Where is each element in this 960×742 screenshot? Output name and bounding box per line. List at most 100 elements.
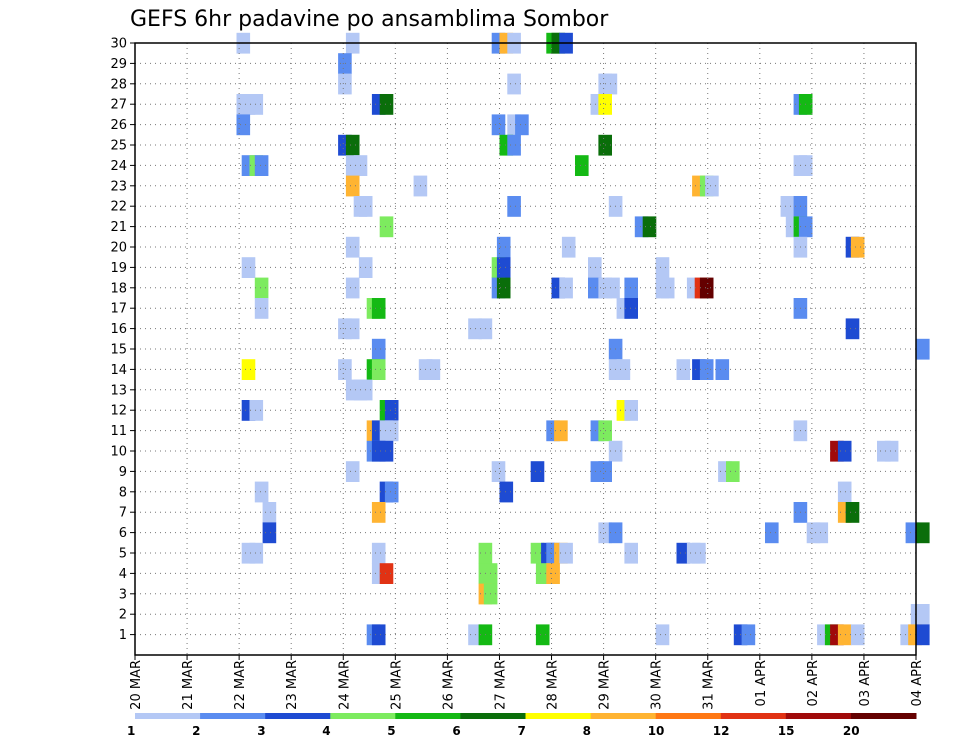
heatmap-cell (496, 236, 511, 258)
heatmap-cell (699, 277, 714, 299)
heatmap-cell (850, 624, 865, 646)
x-tick-label: 29 MAR (598, 660, 613, 710)
heatmap-cell (371, 338, 386, 360)
heatmap-cell (249, 94, 264, 115)
y-axis: 1234567891011121314151617181920212223242… (110, 37, 135, 643)
legend-swatch (655, 713, 722, 719)
heatmap-cell (850, 236, 865, 258)
legend-label: 15 (778, 724, 795, 738)
y-tick-label: 16 (110, 322, 127, 337)
x-tick-label: 02 APR (806, 660, 821, 706)
heatmap-cell (371, 542, 386, 564)
heatmap-cell (814, 522, 829, 544)
heatmap-cell (726, 461, 740, 482)
legend-label: 12 (713, 724, 730, 738)
y-tick-label: 3 (119, 587, 127, 602)
x-tick-label: 30 MAR (650, 660, 665, 710)
heatmap-cell (660, 277, 675, 299)
y-tick-label: 30 (110, 37, 127, 52)
y-tick-label: 24 (110, 159, 127, 174)
heatmap-cell (606, 277, 620, 299)
y-tick-label: 15 (110, 343, 127, 358)
heatmap-cell (642, 216, 657, 238)
heatmap-cell (254, 481, 269, 503)
heatmap-cell (676, 359, 691, 380)
y-tick-label: 9 (119, 465, 127, 480)
chart-title: GEFS 6hr padavine po ansamblima Sombor (130, 7, 609, 32)
heatmap-cell (254, 277, 269, 299)
y-tick-label: 23 (110, 179, 127, 194)
heatmap-cell (655, 624, 670, 646)
legend-swatch (135, 713, 201, 719)
grid-lines (135, 43, 916, 655)
heatmap-cell (338, 53, 352, 74)
x-tick-label: 23 MAR (285, 660, 300, 710)
heatmap-cell (345, 277, 360, 299)
heatmap-cell (345, 134, 360, 156)
heatmap-cell (546, 563, 560, 584)
legend-label: 10 (648, 724, 665, 738)
heatmap-cell (496, 257, 511, 278)
y-tick-label: 27 (110, 98, 127, 113)
y-tick-label: 22 (110, 200, 127, 215)
heatmap-cell (655, 257, 670, 278)
x-tick-label: 22 MAR (233, 660, 248, 710)
x-tick-label: 31 MAR (702, 660, 717, 710)
legend-label: 1 (127, 724, 135, 738)
heatmap-cell (345, 461, 360, 482)
heatmap-cell (345, 318, 360, 340)
legend-swatch (265, 713, 331, 719)
heatmap-cell (916, 624, 930, 646)
y-tick-label: 25 (110, 139, 127, 154)
y-tick-label: 5 (119, 547, 127, 562)
heatmap-cell (588, 257, 602, 278)
legend-label: 2 (192, 724, 200, 738)
legend-swatch (395, 713, 461, 719)
heatmap-cell (837, 440, 852, 462)
heatmap-cell (535, 563, 550, 584)
heatmap-cell (507, 134, 521, 156)
legend-swatch (200, 713, 266, 719)
y-tick-label: 10 (110, 445, 127, 460)
heatmap-cell (379, 94, 394, 115)
heatmap-cell (916, 338, 930, 360)
heatmap-cell (241, 257, 256, 278)
heatmap-cell (624, 400, 638, 421)
heatmap-cell (338, 73, 352, 95)
heatmap-cell (699, 359, 714, 380)
heatmap-cell (371, 502, 386, 523)
heatmap-cell (507, 73, 521, 95)
heatmap-cell (837, 481, 852, 503)
x-tick-label: 25 MAR (389, 660, 404, 710)
heatmap-cell (916, 604, 930, 625)
x-tick-label: 21 MAR (181, 660, 196, 710)
heatmap-cell (379, 216, 394, 238)
x-axis: 20 MAR 21 MAR 22 MAR 23 MAR 24 MAR 25 MAR 26 M… (129, 655, 925, 710)
heatmap-cells (236, 32, 930, 646)
heatmap-cell (426, 359, 441, 380)
legend-swatch (785, 713, 852, 719)
heatmap-cell (530, 461, 545, 482)
legend-label: 6 (452, 724, 460, 738)
heatmap-cell (371, 359, 386, 380)
legend: 1 2 3 4 5 6 7 8 10 12 15 20 (127, 713, 917, 738)
heatmap-cell (345, 236, 360, 258)
y-tick-label: 12 (110, 404, 127, 419)
heatmap-cell (496, 277, 511, 299)
legend-swatch (720, 713, 787, 719)
heatmap-cell (262, 522, 277, 544)
y-tick-label: 29 (110, 57, 127, 72)
heatmap-cell (371, 624, 386, 646)
y-tick-label: 7 (119, 506, 127, 521)
legend-swatch (330, 713, 396, 719)
y-tick-label: 19 (110, 261, 127, 276)
y-tick-label: 28 (110, 77, 127, 92)
heatmap-cell (916, 522, 930, 544)
y-tick-label: 14 (110, 363, 127, 378)
legend-label: 5 (387, 724, 395, 738)
heatmap-cell (765, 522, 779, 544)
heatmap-cell (845, 502, 860, 523)
heatmap-cell (236, 114, 251, 136)
heatmap-cell (884, 440, 899, 462)
